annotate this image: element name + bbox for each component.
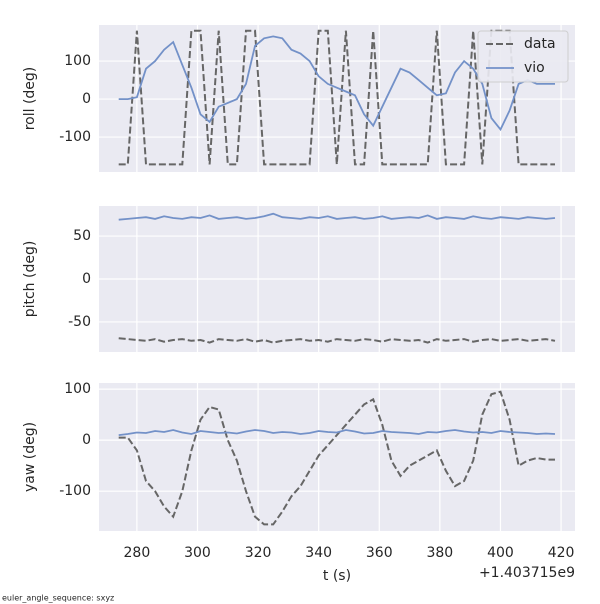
x-axis-label: t (s) — [323, 568, 351, 584]
y-axis-label: pitch (deg) — [22, 241, 38, 318]
y-tick-label: -50 — [68, 314, 91, 330]
x-tick-label: 320 — [245, 545, 272, 561]
series-line — [118, 429, 556, 436]
x-tick-label: 420 — [548, 545, 575, 561]
x-tick-label: 300 — [184, 545, 211, 561]
x-tick-label: 360 — [366, 545, 393, 561]
x-tick-label: 400 — [487, 545, 514, 561]
x-offset-label: +1.403715e9 — [479, 565, 575, 581]
plot-area — [99, 383, 575, 531]
legend-label: vio — [524, 60, 545, 76]
y-tick-label: 0 — [82, 271, 91, 287]
y-tick-label: 100 — [64, 381, 91, 397]
y-axis-label: roll (deg) — [22, 67, 38, 131]
y-tick-label: 0 — [82, 432, 91, 448]
x-tick-label: 280 — [124, 545, 151, 561]
series-line — [118, 29, 555, 166]
y-tick-label: 0 — [82, 91, 91, 107]
series-line — [118, 390, 555, 526]
legend-label: data — [524, 36, 556, 52]
y-tick-label: 50 — [73, 228, 91, 244]
x-tick-label: 380 — [426, 545, 453, 561]
y-axis-label: yaw (deg) — [22, 422, 38, 492]
y-tick-label: 100 — [64, 53, 91, 69]
y-tick-label: -100 — [59, 483, 91, 499]
y-tick-label: -100 — [59, 129, 91, 145]
x-tick-label: 340 — [305, 545, 332, 561]
footer-note: euler_angle_sequence: sxyz — [2, 594, 114, 603]
series-line — [118, 212, 556, 221]
series-line — [118, 35, 555, 132]
series-line — [118, 337, 556, 344]
